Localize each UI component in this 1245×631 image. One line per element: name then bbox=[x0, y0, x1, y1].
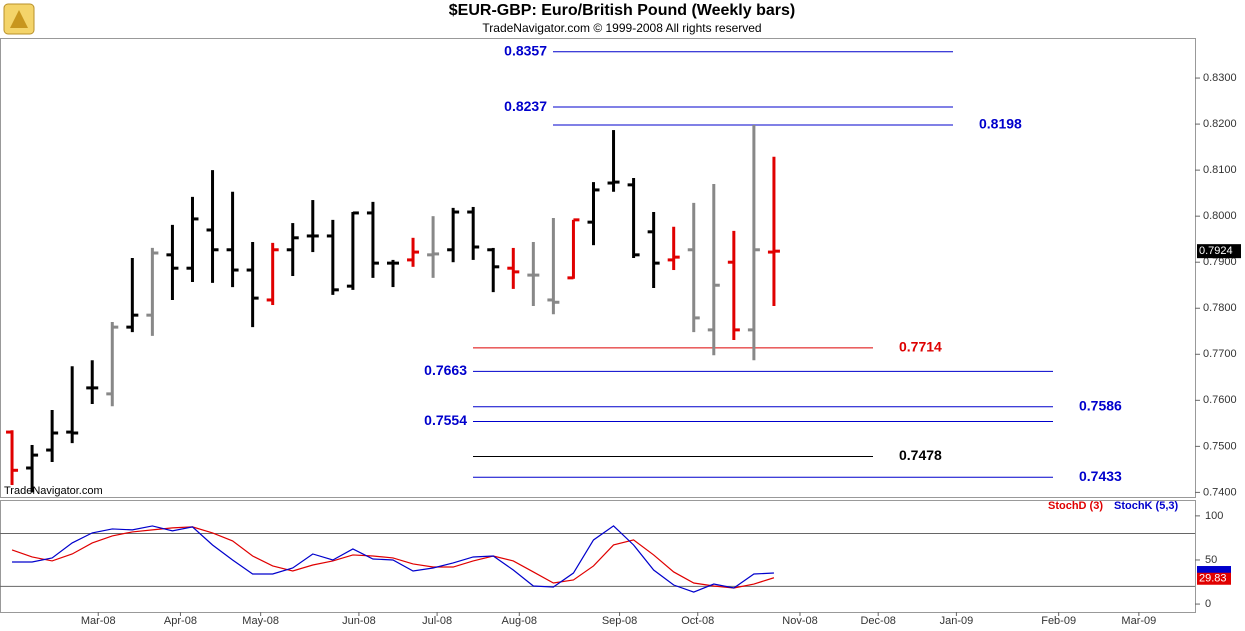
x-tick-label: Nov-08 bbox=[782, 615, 817, 627]
x-tick-label: Oct-08 bbox=[681, 615, 714, 627]
logo bbox=[3, 3, 35, 35]
y-tick-label: 0.8000 bbox=[1203, 210, 1237, 222]
chart-title: $EUR-GBP: Euro/British Pound (Weekly bar… bbox=[449, 2, 795, 19]
stoch-line bbox=[11, 526, 775, 589]
level-label: 0.7663 bbox=[424, 362, 467, 378]
price-panel bbox=[0, 38, 1196, 498]
level-label: 0.7714 bbox=[899, 339, 942, 355]
y-tick-label: 0.8100 bbox=[1203, 164, 1237, 176]
stoch-d-box bbox=[1197, 572, 1231, 585]
x-tick-label: May-08 bbox=[242, 615, 279, 627]
y-tick-label: 0.7900 bbox=[1203, 256, 1237, 268]
last-price-box bbox=[1197, 244, 1241, 259]
y-tick-label: 0.7400 bbox=[1203, 486, 1237, 498]
level-label: 0.8357 bbox=[504, 43, 547, 59]
x-tick-label: Aug-08 bbox=[502, 615, 537, 627]
y-tick-label: 50 bbox=[1205, 554, 1217, 566]
stoch-d-value: 29.83 bbox=[1199, 573, 1227, 585]
level-label: 0.7478 bbox=[899, 447, 942, 463]
x-tick-label: Feb-09 bbox=[1041, 615, 1076, 627]
x-tick-label: Jun-08 bbox=[342, 615, 376, 627]
x-tick-label: Dec-08 bbox=[860, 615, 895, 627]
last-price-label: 0.7924 bbox=[1199, 245, 1233, 257]
x-tick-label: Jul-08 bbox=[422, 615, 452, 627]
y-tick-label: 0.7600 bbox=[1203, 394, 1237, 406]
x-tick-label: Mar-09 bbox=[1121, 615, 1156, 627]
chart-subtitle: TradeNavigator.com © 1999-2008 All right… bbox=[482, 21, 761, 35]
x-tick-label: Apr-08 bbox=[164, 615, 197, 627]
stoch-line bbox=[12, 525, 774, 593]
level-label: 0.8237 bbox=[504, 98, 547, 114]
y-tick-label: 0 bbox=[1205, 598, 1211, 610]
y-tick-label: 0.7500 bbox=[1203, 440, 1237, 452]
watermark: TradeNavigator.com bbox=[4, 485, 103, 497]
y-tick-label: 0.8200 bbox=[1203, 118, 1237, 130]
x-tick-label: Mar-08 bbox=[81, 615, 116, 627]
legend-entry: StochK (5,3) bbox=[1114, 500, 1179, 512]
y-tick-label: 0.7800 bbox=[1203, 302, 1237, 314]
level-label: 0.7586 bbox=[1079, 397, 1122, 413]
stoch-panel bbox=[0, 500, 1196, 613]
level-label: 0.8198 bbox=[979, 116, 1022, 132]
y-tick-label: 100 bbox=[1205, 510, 1223, 522]
legend-entry: StochD (3) bbox=[1048, 500, 1103, 512]
x-tick-label: Sep-08 bbox=[602, 615, 637, 627]
level-label: 0.7433 bbox=[1079, 468, 1122, 484]
y-tick-label: 0.7700 bbox=[1203, 348, 1237, 360]
y-tick-label: 0.8300 bbox=[1203, 72, 1237, 84]
level-label: 0.7554 bbox=[424, 412, 467, 428]
x-tick-label: Jan-09 bbox=[940, 615, 974, 627]
